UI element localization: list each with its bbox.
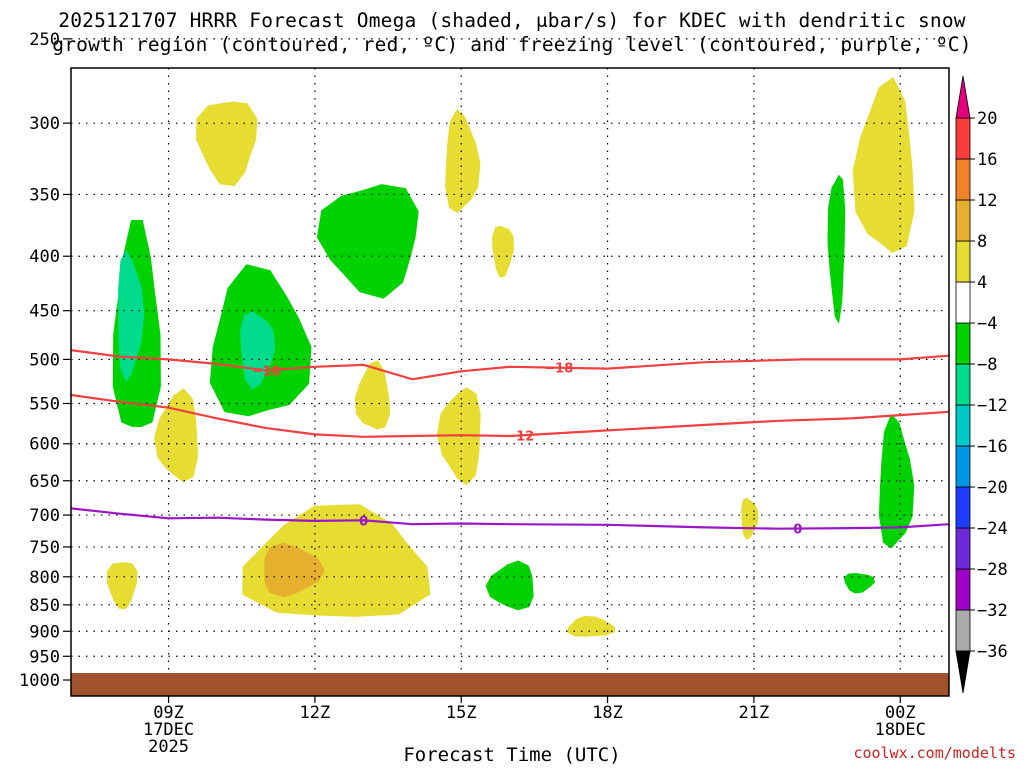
colorbar-label: −28 [977, 560, 1008, 580]
y-tick-label: 250 [29, 30, 60, 50]
y-tick-label: 300 [29, 114, 60, 134]
omega-feature [566, 615, 616, 637]
y-tick-label: 350 [29, 185, 60, 205]
x-axis-title: Forecast Time (UTC) [403, 744, 621, 766]
colorbar-label: −4 [977, 314, 997, 334]
contour-label: 0 [359, 514, 368, 529]
colorbar-segment [955, 527, 971, 570]
temperature-contours: −18 −18 −12 0 0 [71, 349, 949, 538]
omega-feature [154, 388, 199, 483]
contour-line [71, 507, 949, 530]
omega-feature [852, 77, 915, 253]
colorbar-segment [955, 445, 971, 488]
colorbar-under-triangle [955, 650, 971, 694]
omega-feature [492, 225, 514, 278]
x-tick-label: 09Z [153, 703, 184, 723]
colorbar-segment [955, 322, 971, 365]
x-tick-label: 17DEC [143, 720, 194, 740]
x-tick-label: 18Z [592, 703, 623, 723]
colorbar-label: 8 [977, 232, 987, 252]
colorbar-segment [955, 117, 971, 160]
contour-line [71, 349, 949, 381]
x-tick-label: 2025 [148, 737, 189, 757]
colorbar-label: −20 [977, 478, 1008, 498]
y-tick-label: 950 [29, 647, 60, 667]
colorbar-label: −8 [977, 355, 997, 375]
x-tick-label: 00Z [885, 703, 916, 723]
y-tick-label: 900 [29, 622, 60, 642]
omega-feature [118, 250, 145, 383]
x-tick-label: 18DEC [875, 720, 926, 740]
x-tick-label: 15Z [446, 703, 477, 723]
omega-feature [741, 497, 759, 540]
colorbar-label: 12 [977, 191, 997, 211]
omega-feature [196, 101, 258, 187]
colorbar-segment [955, 404, 971, 447]
colorbar-over-triangle [955, 75, 971, 119]
colorbar-segment [955, 363, 971, 406]
colorbar-label: −16 [977, 437, 1008, 457]
y-tick-label: 1000 [19, 671, 60, 691]
contour-label: 0 [793, 523, 802, 538]
chart-title-line-1: 2025121707 HRRR Forecast Omega (shaded, … [58, 9, 966, 32]
ground-surface [71, 673, 949, 696]
colorbar-label: 4 [977, 273, 987, 293]
colorbar: 20 16 12 8 4 −4 −8 −12 −16 −20 −24 −28 −32 −36 [955, 75, 1008, 694]
colorbar-segment [955, 199, 971, 242]
y-tick-label: 750 [29, 538, 60, 558]
colorbar-segment [955, 609, 971, 652]
y-tick-label: 450 [29, 302, 60, 322]
y-axis: 250 300 350 400 450 500 550 600 650 700 750 800 850 9… [19, 30, 71, 691]
omega-feature [843, 573, 875, 594]
y-tick-label: 400 [29, 247, 60, 267]
contour-label: −12 [505, 429, 534, 444]
colorbar-segment [955, 240, 971, 283]
colorbar-label: 16 [977, 150, 997, 170]
ground-band [71, 673, 949, 696]
colorbar-label: 20 [977, 109, 997, 129]
contour-line [71, 393, 949, 438]
y-tick-label: 700 [29, 506, 60, 526]
omega-feature [264, 542, 325, 598]
colorbar-segment [955, 281, 971, 324]
contour-label: −18 [544, 362, 573, 377]
omega-feature [445, 109, 481, 213]
colorbar-label: −24 [977, 519, 1008, 539]
y-tick-label: 650 [29, 472, 60, 492]
colorbar-label: −32 [977, 601, 1008, 621]
y-tick-label: 800 [29, 568, 60, 588]
contour-label: −18 [252, 364, 281, 379]
colorbar-label: −12 [977, 396, 1008, 416]
x-tick-label: 12Z [300, 703, 331, 723]
omega-shading [106, 77, 915, 637]
colorbar-label: −36 [977, 642, 1008, 662]
omega-feature [106, 562, 138, 610]
plot-frame [70, 67, 950, 697]
y-tick-label: 500 [29, 350, 60, 370]
colorbar-segment [955, 568, 971, 611]
y-tick-label: 600 [29, 435, 60, 455]
omega-feature [485, 560, 534, 611]
omega-feature [354, 360, 391, 430]
y-tick-label: 550 [29, 395, 60, 415]
colorbar-segment [955, 158, 971, 201]
x-tick-label: 21Z [739, 703, 770, 723]
omega-feature [827, 174, 846, 324]
omega-feature [316, 184, 419, 299]
credit-text: coolwx.com/modelts [853, 744, 1016, 762]
y-tick-label: 850 [29, 596, 60, 616]
colorbar-segment [955, 486, 971, 529]
